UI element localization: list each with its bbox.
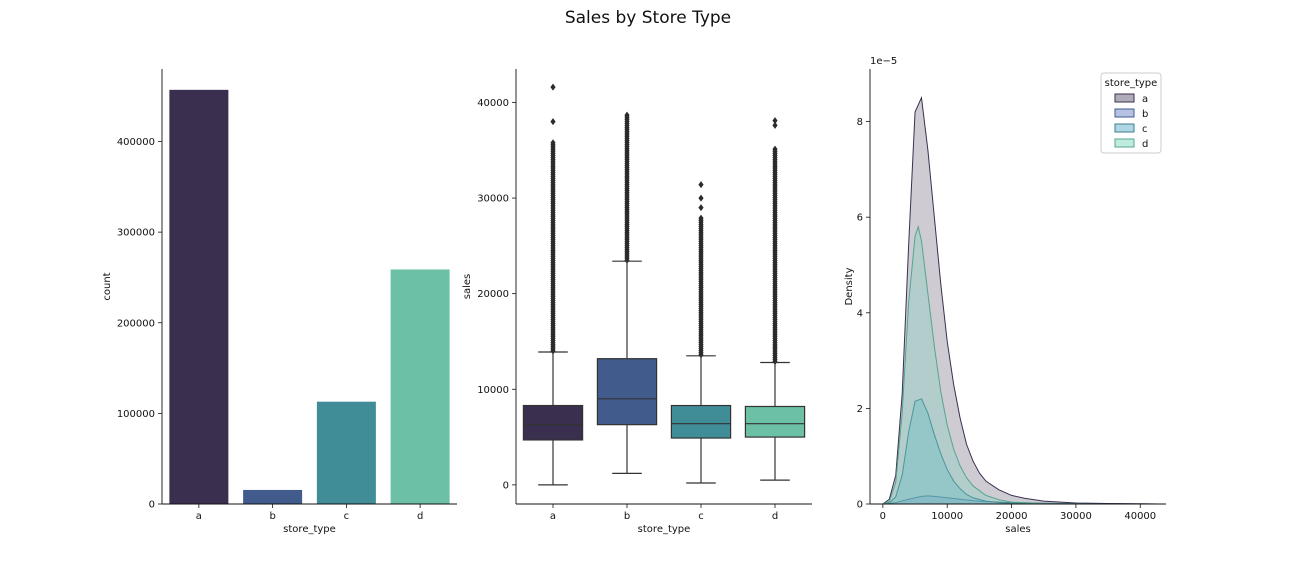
x-tick-label: d: [772, 511, 778, 522]
box-c: [670, 404, 732, 439]
outlier-point: [550, 83, 556, 91]
x-tick-label: 40000: [1124, 511, 1156, 522]
sales-box-plot: a b c d 0 10000 20000 30000 40000 store_type sales: [462, 69, 812, 535]
y-tick-label: 0: [503, 480, 509, 491]
density-area-c: [882, 398, 1076, 505]
x-tick-label: b: [269, 511, 275, 522]
x-tick-label: 0: [880, 511, 886, 522]
x-axis-label: sales: [1005, 524, 1030, 535]
outliers-d: [772, 117, 778, 366]
x-tick-label: d: [417, 511, 423, 522]
y-tick-label: 6: [857, 213, 863, 224]
x-tick-label: c: [698, 511, 704, 522]
x-tick-label: c: [344, 511, 350, 522]
outlier-point: [698, 214, 704, 222]
y-tick-label: 40000: [477, 98, 509, 109]
box-b: [596, 358, 658, 426]
y-tick-label: 4: [857, 308, 863, 319]
x-tick-label: a: [550, 511, 556, 522]
outlier-point: [698, 181, 704, 189]
outlier-point: [772, 117, 778, 125]
legend-swatch-c: [1114, 123, 1135, 133]
outlier-point: [698, 204, 704, 212]
outliers-a: [550, 83, 556, 355]
box-a: [522, 404, 584, 441]
legend-swatch-a: [1114, 93, 1135, 103]
density-area-a: [881, 95, 1160, 505]
outlier-point: [550, 118, 556, 126]
x-tick-label: 20000: [996, 511, 1028, 522]
x-tick-label: 30000: [1060, 511, 1092, 522]
outlier-point: [624, 111, 630, 119]
y-axis-label: sales: [462, 274, 473, 299]
y-tick-label: 2: [857, 404, 863, 415]
x-tick-label: b: [624, 511, 630, 522]
bar-a: [169, 89, 229, 504]
outliers-b: [624, 111, 630, 264]
density-area-d: [882, 224, 1109, 505]
outlier-point: [772, 121, 778, 129]
x-axis-label: store_type: [638, 524, 691, 535]
bar-b: [243, 489, 303, 504]
x-tick-label: 10000: [931, 511, 963, 522]
bar-d: [390, 269, 450, 504]
y-tick-label: 8: [857, 117, 863, 128]
legend-title: store_type: [1105, 78, 1158, 89]
y-tick-label: 100000: [117, 409, 155, 420]
sales-density-plot: 0 10000 20000 30000 40000 0 2 4 6 8 1e−5 sales Densi…: [844, 56, 1166, 535]
y-tick-label: 20000: [477, 289, 509, 300]
box-d: [744, 405, 806, 438]
y-axis-label: Density: [844, 267, 855, 305]
x-tick-label: a: [196, 511, 202, 522]
outlier-point: [772, 145, 778, 153]
y-tick-label: 0: [149, 500, 155, 511]
y-tick-label: 30000: [477, 194, 509, 205]
outlier-point: [550, 139, 556, 147]
y-tick-label: 400000: [117, 137, 155, 148]
count-bar-chart: a b c d 0 100000 200000 300000 400000 store_type c…: [102, 69, 457, 535]
legend-swatch-b: [1114, 108, 1135, 118]
legend-label-d: d: [1142, 139, 1148, 150]
legend-label-b: b: [1142, 109, 1148, 120]
figure-title: Sales by Store Type: [564, 8, 732, 28]
y-tick-label: 200000: [117, 318, 155, 329]
legend-label-c: c: [1142, 124, 1148, 135]
bar-c: [316, 401, 376, 504]
legend-swatch-d: [1114, 138, 1135, 148]
y-tick-label: 300000: [117, 228, 155, 239]
outlier-point: [698, 194, 704, 202]
outliers-c: [698, 181, 704, 359]
y-tick-label: 0: [857, 500, 863, 511]
legend-label-a: a: [1142, 94, 1148, 105]
y-tick-label: 10000: [477, 385, 509, 396]
x-axis-label: store_type: [283, 524, 336, 535]
y-offset-text: 1e−5: [870, 56, 897, 67]
y-axis-label: count: [102, 272, 113, 300]
